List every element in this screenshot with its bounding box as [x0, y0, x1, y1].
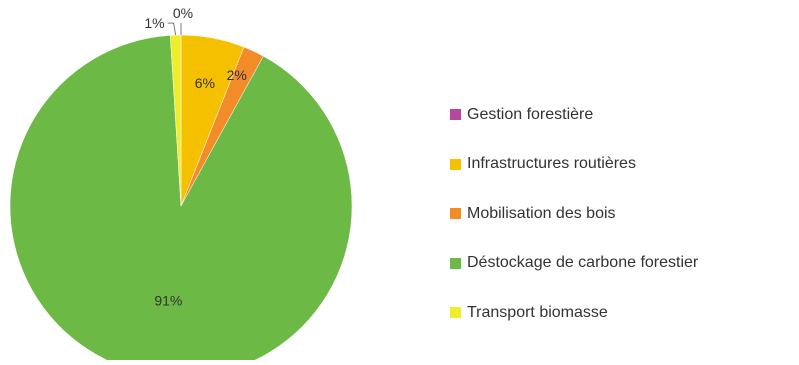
- legend-item-mobilisation-des-bois: Mobilisation des bois: [450, 189, 698, 239]
- legend-swatch: [450, 307, 461, 319]
- legend-item-infrastructures-routieres: Infrastructures routières: [450, 140, 698, 190]
- pie-label-transport-biomasse: 1%: [144, 15, 164, 31]
- pie-leader-line: [167, 22, 177, 36]
- chart-legend: Gestion forestière Infrastructures routi…: [450, 90, 698, 338]
- legend-swatch: [450, 109, 461, 121]
- legend-label: Infrastructures routières: [467, 155, 636, 173]
- legend-item-gestion-forestiere: Gestion forestière: [450, 90, 698, 140]
- legend-label: Transport biomasse: [467, 303, 608, 321]
- pie-label-infrastructures-routieres: 6%: [195, 75, 215, 91]
- legend-label: Déstockage de carbone forestier: [467, 254, 699, 272]
- pie-label-destockage-carbone: 91%: [154, 292, 182, 308]
- legend-item-destockage-carbone: Déstockage de carbone forestier: [450, 239, 698, 289]
- legend-item-transport-biomasse: Transport biomasse: [450, 288, 698, 338]
- pie-slice-destockage-carbone: [9, 35, 353, 365]
- pie-leader-lines: [167, 22, 182, 36]
- pie-label-mobilisation-des-bois: 2%: [227, 67, 247, 83]
- legend-label: Gestion forestière: [467, 105, 594, 123]
- legend-label: Mobilisation des bois: [467, 204, 616, 222]
- legend-swatch: [450, 158, 461, 170]
- pie-label-gestion-forestiere: 0%: [173, 5, 193, 21]
- legend-swatch: [450, 257, 461, 269]
- pie-slices: [9, 34, 353, 365]
- pie-data-labels: 6% 2% 91% 0% 1%: [144, 5, 246, 308]
- legend-swatch: [450, 208, 461, 220]
